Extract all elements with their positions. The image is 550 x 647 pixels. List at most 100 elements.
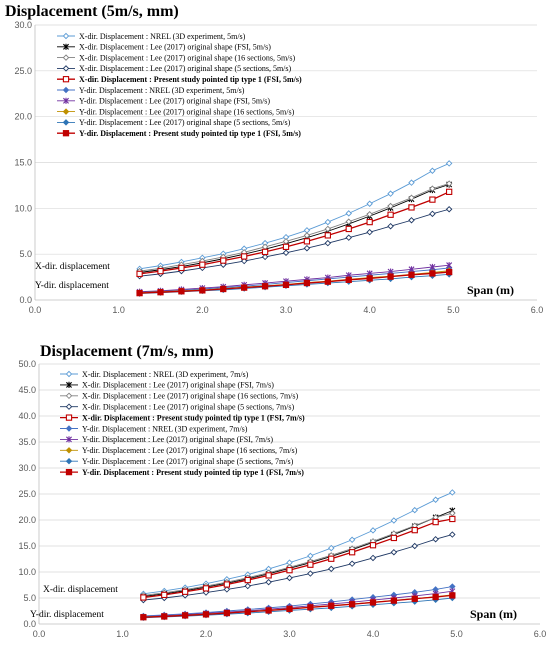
chart1-series-3 [136, 180, 453, 275]
chart1-series-10-point [303, 279, 311, 287]
chart1-series-3-point [366, 211, 373, 218]
chart2-series-10-point [328, 602, 335, 609]
chart2-series-4-point [286, 574, 293, 582]
chart2-legend-entry: X-dir. Displacement : Lee (2017) origina… [82, 381, 274, 390]
chart2-x-axis-label: Span (m) [470, 607, 517, 621]
chart2-series-10-point [432, 593, 439, 601]
chart1-series-4-point [445, 206, 453, 213]
chart2-legend: X-dir. Displacement : NREL (3D experimen… [60, 370, 305, 477]
chart1-series-3-point [408, 194, 415, 202]
chart2-series-4 [140, 531, 456, 604]
chart1-series-1-point [408, 179, 415, 186]
chart2-series-1-point [307, 552, 314, 560]
chart1-legend-marker [62, 76, 70, 83]
chart2-legend-entry: X-dir. Displacement : Present study poin… [82, 413, 305, 422]
chart1-legend-entry: Y-dir. Displacement : Present study poin… [79, 129, 301, 138]
chart2-series-3-line [143, 512, 453, 596]
chart1-legend-entry: Y-dir. Displacement : Lee (2017) origina… [79, 97, 270, 106]
chart2-series-6-line [143, 586, 453, 617]
chart2-series-2 [140, 507, 456, 600]
chart1-legend-entry: Y-dir. Displacement : Lee (2017) origina… [79, 107, 295, 116]
chart2-series-10-point [244, 608, 251, 615]
chart2-series-5-point [181, 588, 189, 595]
chart2-series-2-line [143, 510, 453, 597]
chart1-series-4 [136, 206, 453, 280]
chart1-title: Displacement (5m/s, mm) [5, 3, 179, 20]
chart1-series-10-point [136, 289, 143, 297]
chart2-legend-marker [65, 468, 73, 476]
chart1-series-4-point [220, 261, 227, 268]
chart1-series-3-point [429, 185, 436, 192]
chart1-series-5-point [345, 225, 352, 233]
chart2-series-1-point [449, 489, 456, 496]
chart1-legend-marker [63, 97, 69, 104]
chart2-legend-marker [65, 414, 73, 421]
chart2-series-5-point [348, 549, 356, 556]
chart2-series-4-point [223, 586, 231, 593]
chart2-series-5-point [265, 572, 272, 579]
chart1-series-4-point [387, 222, 394, 230]
chart1-series-5-point [282, 243, 290, 250]
chart1-series-5-point [387, 211, 394, 218]
chart2-title: Displacement (7m/s, mm) [40, 343, 214, 360]
chart2-legend-entry: Y-dir. Displacement : Lee (2017) origina… [82, 446, 298, 455]
chart1-series-5-point [220, 257, 227, 264]
chart2-series-4-point [348, 560, 356, 567]
chart2-group: Displacement (7m/s, mm) 0.0 5.0 10.0 15.0 20.… [18, 343, 546, 639]
chart2-series-10-point [286, 605, 293, 613]
chart1-legend-entry: X-dir. Displacement : Present study poin… [79, 75, 302, 84]
chart1-y-tick-label: 10.0 [14, 203, 32, 213]
chart2-series-10-point [181, 612, 189, 619]
chart1-series-10 [136, 268, 453, 297]
chart2-series-4-point [390, 549, 398, 556]
chart2-series-4-line [143, 534, 453, 601]
chart1-series-1-point [366, 200, 373, 207]
chart1-series-6-line [139, 267, 450, 293]
chart2-series-4-point [307, 570, 314, 577]
chart2-series-1-line [143, 492, 453, 595]
chart1-series-10-point [345, 276, 352, 283]
chart2-legend-marker [66, 381, 72, 388]
chart2-legend-marker [65, 403, 73, 410]
chart1-series-7-line [139, 264, 450, 293]
chart2-series-10-point [369, 599, 377, 606]
chart1-series-5 [136, 188, 453, 278]
chart1-y-tick-label: 5.0 [19, 249, 32, 259]
chart2-series-5-point [432, 518, 439, 526]
chart2-legend-entry: Y-dir. Displacement : Lee (2017) origina… [82, 435, 273, 444]
chart1-series-5-point [136, 270, 143, 278]
chart1-series-5-line [139, 191, 450, 275]
chart2-series-10-point [307, 604, 314, 611]
chart1-legend-entry: X-dir. Displacement : Lee (2017) origina… [79, 43, 271, 52]
chart1-series-7-point [446, 262, 453, 269]
chart1-annotation-x-dir: X-dir. displacement [35, 262, 110, 272]
chart2-series-4-point [244, 582, 251, 590]
chart2-series-7-line [143, 590, 453, 618]
chart1-series-7-point [429, 263, 436, 271]
chart1-legend-marker [62, 108, 70, 115]
chart2-series-5-point [390, 534, 398, 542]
chart2-y-tick-label: 20.0 [18, 515, 36, 525]
chart2-series-9-line [143, 597, 453, 619]
chart2-series-10-point [390, 597, 398, 604]
chart2-y-tick-label: 25.0 [18, 489, 36, 499]
chart1-legend: X-dir. Displacement : NREL (3D experimen… [57, 32, 302, 138]
chart2-legend-entry: Y-dir. Displacement : Lee (2017) origina… [82, 457, 294, 466]
chart2-series-1-point [348, 536, 356, 543]
chart1-series-5-point [429, 196, 436, 203]
chart1-series-1-point [324, 218, 332, 226]
chart2-series-10-point [449, 592, 456, 599]
chart1-series-5-point [199, 261, 206, 268]
chart1-legend-entry: X-dir. Displacement : Lee (2017) origina… [79, 64, 292, 73]
chart1-series-1-line [139, 163, 450, 270]
chart2-x-tick-label: 0.0 [33, 629, 46, 639]
chart1-series-10-point [387, 273, 394, 280]
chart1-series-5-point [366, 218, 373, 226]
chart2-y-tick-label: 45.0 [18, 385, 36, 395]
chart1-series-10-point [178, 288, 185, 295]
chart1-series-10-point [366, 275, 373, 282]
chart1-series-10-point [199, 287, 206, 294]
chart2-series-5-point [202, 585, 210, 592]
chart1-series-5-point [241, 253, 248, 260]
chart1-series-3-point [345, 218, 352, 225]
